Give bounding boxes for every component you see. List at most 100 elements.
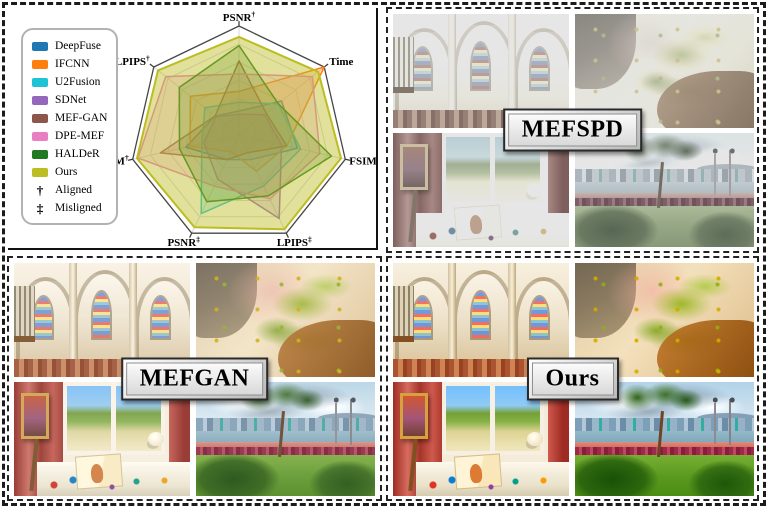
legend-label: Misligned [55,202,102,214]
distant-hills [317,412,375,424]
legend-dagger-symbol: † [36,182,44,198]
grid-spoke [153,66,240,136]
legend-item: † Aligned [32,181,107,199]
framed-painting [400,393,429,439]
photo-artist-room [14,382,190,496]
flower-hedge [196,446,375,457]
legend-label: MEF-GAN [55,112,108,124]
lamp-post [335,402,338,444]
mefspd-label: MEFSPD [507,113,638,147]
legend-swatch [32,131,48,141]
cathedral-pillar [448,14,457,119]
legend-label: DeepFuse [55,40,101,52]
lamp-heads [332,396,358,403]
legend-swatch [32,95,48,105]
stained-glass-window [531,297,548,339]
series-halder [178,44,333,203]
axis-tick [285,232,289,238]
promenade [575,442,754,447]
grid-spoke [238,134,287,234]
legend-item: U2Fusion [32,73,107,91]
legend-item: ‡ Misligned [32,199,107,217]
axis-label: PSNR‡ [167,235,200,248]
organ-pipes [393,285,415,342]
stained-glass-window [414,297,431,339]
flower-hedge [575,197,754,208]
organ-pipes [14,285,36,342]
legend-swatch [32,149,48,159]
flower-hedge [575,446,754,457]
promenade [575,193,754,198]
promenade [196,442,375,447]
desk-lamp [147,432,164,446]
lamp-post [728,150,731,196]
result-panel-mefspd: MEFSPD [386,7,759,253]
framed-painting [21,393,50,439]
lamp-heads [711,147,737,154]
chart-legend: DeepFuse IFCNN U2Fusion SDNet MEF-GAN DPE-MEF… [21,28,119,225]
red-curtain-right [547,382,569,476]
series-sdnet [203,113,283,220]
stained-glass-window [93,291,110,339]
window-frame-bar [110,382,117,455]
cathedral-pillar [508,263,517,368]
lamp-heads [711,396,737,403]
lamp-post [714,153,717,195]
framed-painting [400,144,429,190]
mefgan-image-room [14,382,190,496]
axis-label: LPIPS‡ [277,235,312,248]
desk-lamp [526,432,543,446]
axis-label: Time [329,56,353,68]
red-curtain-right [168,382,190,476]
legend-dagger-symbol: ‡ [36,200,44,216]
red-curtain-right [547,133,569,227]
city-skyline [196,418,375,431]
legend-label: HALDeR [55,148,100,160]
paint-supplies [40,468,189,494]
stained-glass-window [472,42,489,90]
photo-artist-room [393,133,569,247]
result-panel-ours: Ours [386,256,759,501]
outer-ring [131,25,347,234]
legend-swatch [32,167,48,177]
stained-glass-window [35,297,52,339]
window-frame-bar [489,382,496,455]
legend-swatch [32,41,48,51]
paint-supplies [419,468,568,494]
grid-spoke [238,134,346,160]
legend-item: DPE-MEF [32,127,107,145]
window-frame-bar [489,133,496,206]
series-ifcnn [189,66,325,173]
axis-tick [345,158,351,161]
mefspd-label-plate: MEFSPD [502,108,643,152]
lamp-post [349,399,352,445]
wooden-pews [393,358,569,377]
organ-pipes [393,36,415,93]
legend-swatch [32,113,48,123]
series-dpe-mef [137,73,321,200]
axis-label: FSIM‡ [349,153,376,168]
city-skyline [575,418,754,431]
harbor-water [575,182,754,194]
legend-item: MEF-GAN [32,109,107,127]
distant-hills [696,412,754,424]
mefgan-image-park [196,382,375,496]
stained-glass-window [472,291,489,339]
harbor-water [575,431,754,443]
axis-tick [127,158,133,161]
legend-swatch [32,59,48,69]
cathedral-pillar [448,263,457,368]
ours-image-room [393,382,569,496]
legend-item: IFCNN [32,55,107,73]
mefspd-image-room [393,133,569,247]
grid-ring [220,116,258,152]
ours-label: Ours [531,362,614,395]
legend-label: Ours [55,166,78,178]
legend-label: DPE-MEF [55,130,105,142]
axis-tick [189,232,193,238]
paint-supplies [419,219,568,245]
legend-label: IFCNN [55,58,90,70]
stained-glass-window [531,48,548,90]
